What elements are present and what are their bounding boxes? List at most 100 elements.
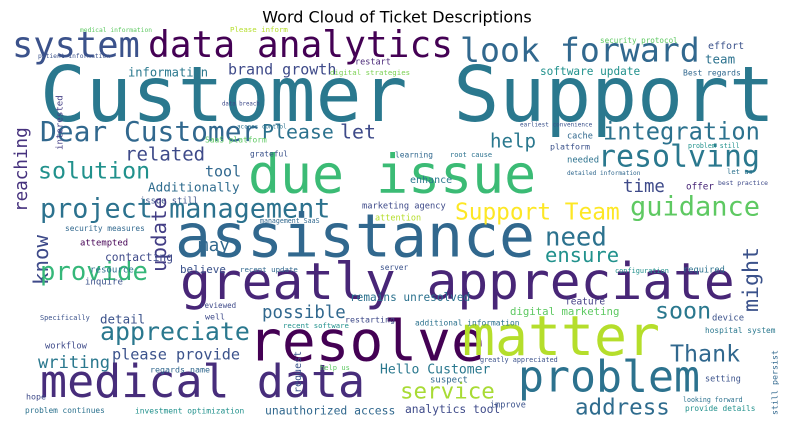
chart-title: Word Cloud of Ticket Descriptions bbox=[262, 8, 531, 27]
word: contacting bbox=[105, 251, 173, 264]
word: solution bbox=[38, 158, 150, 185]
word: related bbox=[125, 144, 205, 166]
word: need bbox=[545, 223, 607, 253]
word: greatly appreciated bbox=[480, 356, 558, 364]
word: platform bbox=[550, 142, 590, 152]
word: required bbox=[683, 266, 725, 276]
word: server bbox=[380, 263, 408, 272]
word: address bbox=[575, 395, 670, 421]
word: issue still bbox=[140, 197, 198, 207]
word: configuration bbox=[615, 267, 669, 275]
word: needed bbox=[567, 156, 599, 166]
word: SaaS platform bbox=[205, 136, 267, 145]
word: learning bbox=[395, 151, 433, 160]
word: time bbox=[623, 177, 665, 197]
word: improve bbox=[490, 401, 526, 411]
word: help us bbox=[320, 363, 350, 372]
word: project management bbox=[40, 194, 330, 225]
word: restart bbox=[355, 58, 391, 68]
word: attempted bbox=[80, 239, 128, 249]
word: hospital system bbox=[705, 326, 776, 335]
word: still persist bbox=[770, 350, 780, 415]
word: grateful bbox=[250, 150, 288, 159]
word: resolve bbox=[248, 310, 485, 375]
word: provide details bbox=[685, 404, 755, 413]
word: effort bbox=[708, 41, 744, 52]
word: feature bbox=[565, 297, 605, 308]
word: integration bbox=[603, 118, 760, 146]
word: let us bbox=[727, 167, 753, 176]
word: recent update bbox=[240, 265, 298, 274]
word: remains unresolved bbox=[350, 291, 470, 304]
word: device bbox=[712, 314, 744, 324]
word: guidance bbox=[630, 192, 760, 223]
word: Hello Customer bbox=[380, 363, 490, 378]
word: Customer Support bbox=[40, 50, 775, 139]
word: might bbox=[739, 247, 764, 312]
word: inquire bbox=[85, 278, 123, 288]
word: problem still bbox=[688, 142, 740, 150]
word: look forward bbox=[460, 31, 700, 70]
word: matter bbox=[462, 304, 660, 368]
word: Specifically bbox=[40, 314, 90, 322]
word: looking forward bbox=[683, 396, 743, 404]
word: soon bbox=[655, 298, 711, 325]
word: Thank bbox=[670, 341, 740, 368]
word: analytics tool bbox=[405, 403, 500, 416]
word: service bbox=[400, 379, 495, 405]
word: security measures bbox=[65, 224, 145, 233]
word: Support Team bbox=[455, 200, 620, 226]
word: system bbox=[12, 25, 140, 66]
word: attention bbox=[375, 214, 421, 224]
word: request bbox=[293, 351, 304, 393]
word: data analytics bbox=[148, 23, 453, 66]
word: well bbox=[205, 312, 225, 322]
word: data breach bbox=[222, 102, 260, 108]
word: Additionally bbox=[148, 180, 240, 195]
word: problem bbox=[518, 353, 700, 403]
word: please provide bbox=[112, 346, 240, 364]
word: detailed information bbox=[567, 170, 641, 177]
word: Please bbox=[262, 121, 334, 144]
word: setting bbox=[705, 375, 741, 385]
word: restarting bbox=[345, 315, 395, 325]
word: recent software bbox=[283, 321, 349, 330]
word: detail bbox=[100, 312, 145, 327]
word: let bbox=[340, 121, 376, 144]
word: root cause bbox=[450, 151, 492, 159]
word: brand growth bbox=[228, 61, 336, 79]
word: Best regards bbox=[683, 69, 741, 78]
word: cache bbox=[567, 132, 593, 142]
word: digital marketing bbox=[510, 305, 619, 318]
word: update bbox=[147, 197, 171, 272]
word: tool bbox=[205, 163, 241, 181]
word: information bbox=[128, 66, 208, 80]
word: interested bbox=[56, 95, 66, 150]
word: writing bbox=[38, 353, 110, 373]
word: suspect bbox=[430, 376, 468, 386]
word: may bbox=[198, 236, 230, 256]
word: workflow bbox=[45, 342, 88, 352]
word: earliest convenience bbox=[520, 122, 593, 129]
word: provide bbox=[40, 257, 148, 287]
word: medical data bbox=[40, 355, 365, 408]
word: ensure bbox=[545, 243, 619, 267]
word: believe bbox=[180, 263, 226, 276]
word: appreciate bbox=[100, 317, 250, 346]
word: marketing agency bbox=[362, 202, 446, 212]
word: help bbox=[490, 130, 536, 153]
word: digital strategies bbox=[330, 68, 410, 77]
word: enhance bbox=[410, 175, 452, 186]
word: management SaaS bbox=[260, 217, 320, 225]
word: offer bbox=[686, 182, 714, 193]
word: reviewed bbox=[200, 301, 236, 310]
word: hope bbox=[26, 392, 46, 402]
word: security protocol bbox=[600, 36, 678, 45]
word: possible bbox=[262, 303, 346, 323]
word: team bbox=[705, 52, 735, 67]
word: Dear Customer bbox=[40, 115, 258, 148]
word: medical information bbox=[80, 27, 152, 34]
